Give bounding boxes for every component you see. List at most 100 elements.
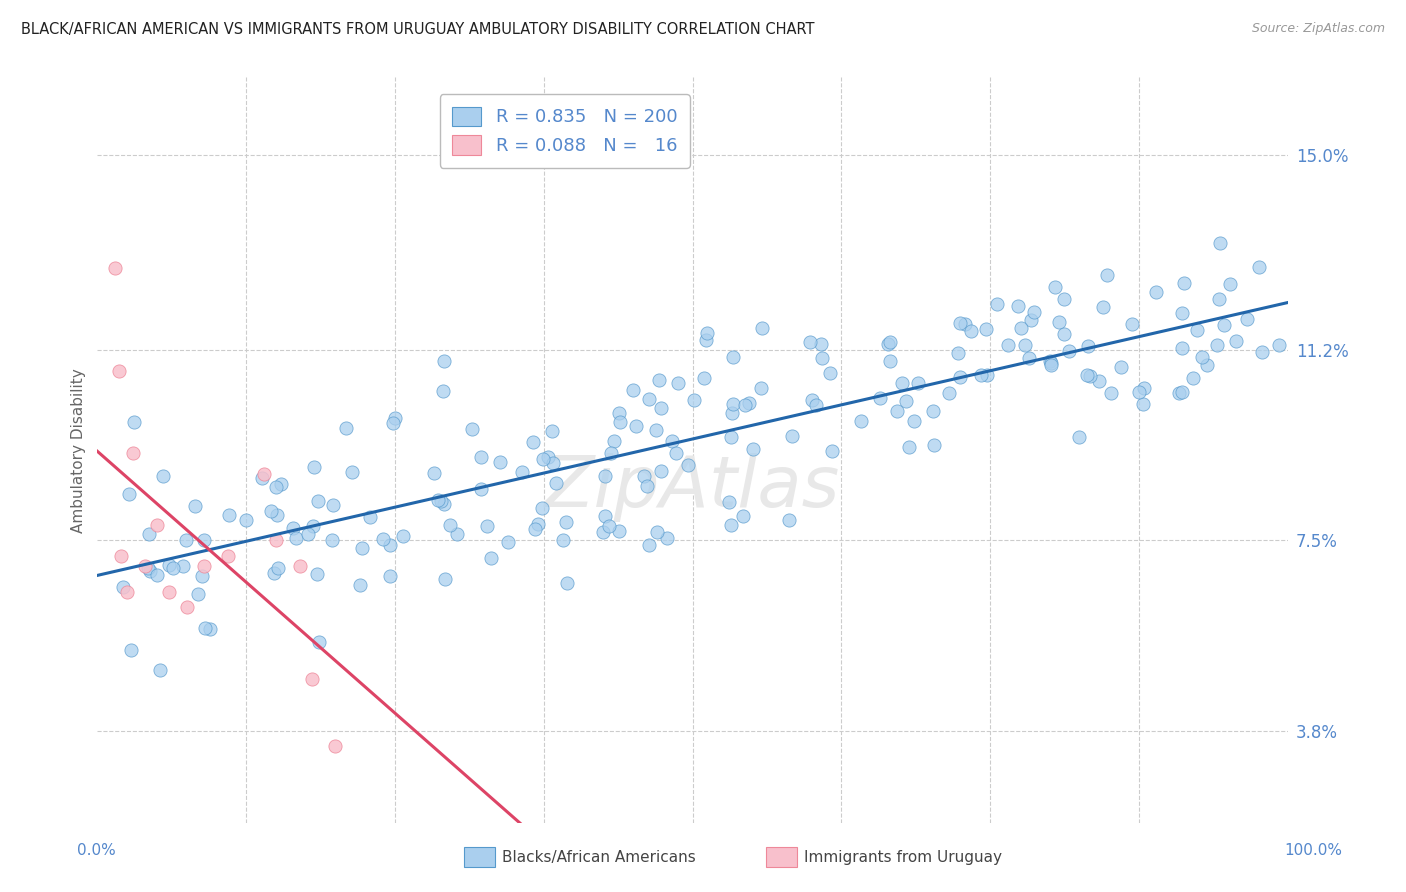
Point: [193, 559, 215, 574]
Point: [636, 478, 658, 492]
Point: [423, 467, 446, 481]
Point: [734, 398, 756, 412]
Point: [138, 527, 160, 541]
Point: [1191, 351, 1213, 365]
Point: [551, 533, 574, 547]
Point: [526, 517, 548, 532]
Point: [609, 524, 631, 538]
Point: [321, 533, 343, 548]
Point: [120, 642, 142, 657]
Point: [1212, 318, 1234, 332]
Point: [433, 497, 456, 511]
Point: [139, 564, 162, 578]
Point: [1059, 343, 1081, 358]
Point: [531, 452, 554, 467]
Point: [621, 383, 644, 397]
Point: [157, 585, 180, 599]
Point: [115, 585, 138, 599]
Point: [322, 498, 344, 512]
Point: [593, 468, 616, 483]
Point: [430, 493, 453, 508]
Point: [731, 508, 754, 523]
Point: [359, 510, 381, 524]
Point: [1076, 368, 1098, 383]
Point: [253, 467, 276, 481]
Point: [720, 430, 742, 444]
Point: [496, 534, 519, 549]
Point: [522, 435, 544, 450]
Point: [749, 381, 772, 395]
Point: [118, 487, 141, 501]
Point: [696, 326, 718, 341]
Point: [427, 492, 450, 507]
Point: [810, 337, 832, 351]
Point: [107, 364, 129, 378]
Point: [894, 394, 917, 409]
Point: [270, 477, 292, 491]
Point: [666, 376, 689, 390]
Text: 100.0%: 100.0%: [1285, 843, 1343, 858]
Point: [1167, 385, 1189, 400]
Point: [1133, 381, 1156, 395]
Point: [1209, 236, 1232, 251]
Point: [879, 334, 901, 349]
Point: [1173, 277, 1195, 291]
Point: [335, 420, 357, 434]
Point: [938, 386, 960, 401]
Point: [603, 434, 626, 448]
Point: [1047, 315, 1070, 329]
Point: [384, 411, 406, 425]
Point: [162, 560, 184, 574]
Point: [432, 354, 454, 368]
Point: [301, 673, 323, 687]
Point: [949, 316, 972, 330]
Point: [157, 558, 180, 573]
Point: [446, 527, 468, 541]
Point: [682, 392, 704, 407]
Point: [134, 559, 156, 574]
Point: [821, 444, 844, 458]
Point: [263, 566, 285, 580]
Point: [637, 392, 659, 406]
Point: [600, 446, 623, 460]
Point: [810, 351, 832, 366]
Point: [1043, 280, 1066, 294]
Point: [381, 416, 404, 430]
Point: [650, 464, 672, 478]
Point: [953, 317, 976, 331]
Point: [1077, 339, 1099, 353]
Point: [392, 529, 415, 543]
Point: [176, 600, 198, 615]
Point: [184, 499, 207, 513]
Point: [1128, 385, 1150, 400]
Point: [645, 424, 668, 438]
Point: [267, 560, 290, 574]
Text: Immigrants from Uruguay: Immigrants from Uruguay: [804, 850, 1002, 864]
Point: [1205, 338, 1227, 352]
Point: [1099, 385, 1122, 400]
Text: BLACK/AFRICAN AMERICAN VS IMMIGRANTS FROM URUGUAY AMBULATORY DISABILITY CORRELAT: BLACK/AFRICAN AMERICAN VS IMMIGRANTS FRO…: [21, 22, 814, 37]
Point: [104, 260, 127, 275]
Point: [122, 415, 145, 429]
Point: [1187, 323, 1209, 337]
Point: [193, 533, 215, 547]
Point: [1171, 306, 1194, 320]
Point: [720, 518, 742, 533]
Point: [1039, 353, 1062, 368]
Point: [544, 475, 567, 490]
Point: [297, 527, 319, 541]
Point: [371, 532, 394, 546]
Point: [266, 508, 288, 522]
Point: [922, 438, 945, 452]
Point: [281, 521, 304, 535]
Point: [903, 414, 925, 428]
Point: [479, 551, 502, 566]
Point: [720, 406, 742, 420]
Point: [997, 337, 1019, 351]
Point: [986, 297, 1008, 311]
Point: [693, 371, 716, 385]
Point: [510, 466, 533, 480]
Point: [136, 561, 159, 575]
Point: [284, 531, 307, 545]
Point: [717, 495, 740, 509]
